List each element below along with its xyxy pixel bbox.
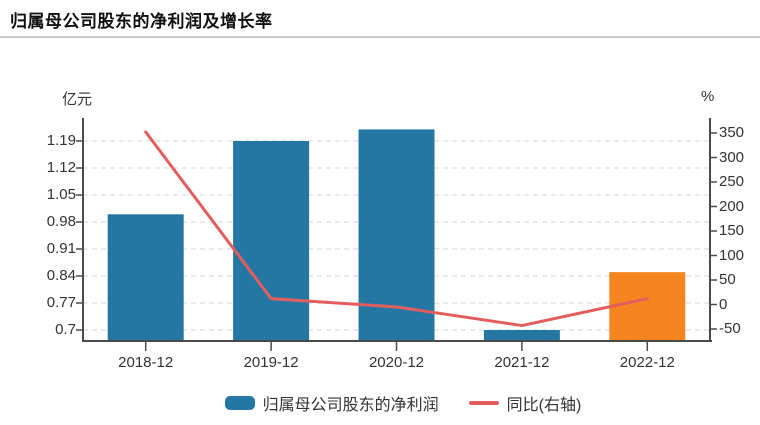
x-axis-label-2022-12: 2022-12 bbox=[619, 354, 675, 371]
right-axis-unit-label: % bbox=[701, 88, 715, 105]
right-axis-tick-label: 0 bbox=[719, 295, 728, 313]
right-axis-tick-label: 200 bbox=[719, 197, 745, 215]
yoy-growth-line[interactable] bbox=[144, 130, 649, 328]
right-axis-tick-label: 350 bbox=[719, 124, 745, 141]
left-axis-tick-label: 1.05 bbox=[46, 186, 76, 203]
x-axis-label-2021-12: 2021-12 bbox=[494, 354, 550, 371]
bar-2022-12[interactable] bbox=[609, 272, 686, 341]
left-axis-tick-label: 1.19 bbox=[46, 132, 76, 149]
left-axis-tick-label: 0.91 bbox=[46, 240, 76, 257]
bar-2021-12[interactable] bbox=[483, 330, 560, 341]
bar-2020-12[interactable] bbox=[358, 129, 435, 341]
legend-item-yoy[interactable]: 同比(右轴) bbox=[468, 391, 582, 415]
line-legend-swatch-icon bbox=[468, 401, 499, 405]
x-axis-label-2019-12: 2019-12 bbox=[243, 354, 299, 371]
right-axis-tick-label: -50 bbox=[719, 320, 741, 337]
right-axis-tick-label: 250 bbox=[719, 173, 745, 190]
left-axis-tick-label: 0.77 bbox=[46, 294, 76, 311]
left-axis-tick-label: 0.7 bbox=[55, 321, 76, 338]
bar-2019-12[interactable] bbox=[233, 141, 310, 341]
right-axis-tick-label: 50 bbox=[719, 271, 736, 288]
x-axis-label-2018-12: 2018-12 bbox=[118, 354, 174, 371]
title-divider bbox=[0, 36, 760, 38]
right-axis-tick-label: 100 bbox=[719, 246, 745, 264]
legend-label-net-profit: 归属母公司股东的净利润 bbox=[262, 397, 439, 414]
left-axis-tick-label: 0.84 bbox=[46, 267, 76, 284]
bar-2018-12[interactable] bbox=[107, 214, 184, 341]
bar-legend-swatch-icon bbox=[224, 396, 255, 410]
legend-label-yoy: 同比(右轴) bbox=[506, 397, 582, 414]
legend-item-net-profit[interactable]: 归属母公司股东的净利润 bbox=[224, 391, 439, 415]
left-axis-tick-label: 0.98 bbox=[46, 213, 76, 230]
x-axis-label-2020-12: 2020-12 bbox=[368, 354, 425, 371]
legend: 归属母公司股东的净利润 同比(右轴) bbox=[0, 391, 760, 415]
right-axis-tick-label: 300 bbox=[719, 148, 745, 166]
left-axis-unit-label: 亿元 bbox=[62, 91, 93, 108]
right-axis-tick-label: 150 bbox=[719, 222, 745, 239]
chart-title: 归属母公司股东的净利润及增长率 bbox=[10, 12, 273, 31]
left-axis-tick-label: 1.12 bbox=[46, 159, 76, 176]
